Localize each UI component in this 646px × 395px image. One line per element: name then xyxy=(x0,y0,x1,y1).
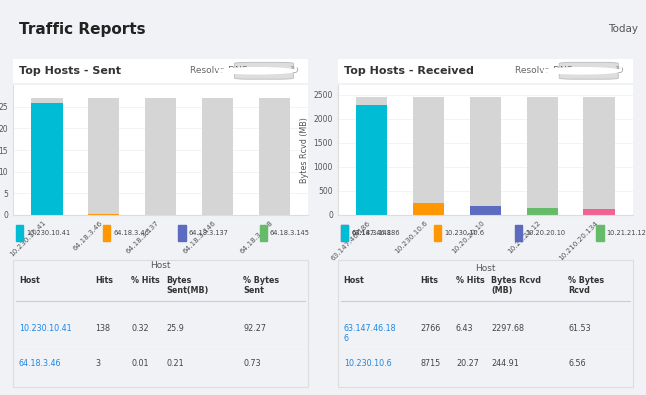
Text: 10.20.20.10: 10.20.20.10 xyxy=(525,230,565,236)
Text: 20.27: 20.27 xyxy=(456,359,479,368)
Bar xyxy=(178,225,185,241)
Text: 138: 138 xyxy=(96,324,110,333)
Text: 6.56: 6.56 xyxy=(568,359,586,368)
Bar xyxy=(470,97,501,206)
Bar xyxy=(526,97,558,208)
X-axis label: Host: Host xyxy=(151,261,171,270)
Text: Hits: Hits xyxy=(421,276,439,285)
Text: Resolve DNS: Resolve DNS xyxy=(515,66,572,75)
Text: 3: 3 xyxy=(96,359,101,368)
Text: 61.53: 61.53 xyxy=(568,324,590,333)
Bar xyxy=(356,97,388,105)
Text: 0.01: 0.01 xyxy=(131,359,149,368)
Text: 92.27: 92.27 xyxy=(244,324,266,333)
Text: 10.230.10.6: 10.230.10.6 xyxy=(444,230,484,236)
Circle shape xyxy=(218,68,295,74)
Bar xyxy=(260,225,267,241)
Bar xyxy=(88,98,120,214)
Bar xyxy=(413,97,444,203)
Text: 25.9: 25.9 xyxy=(167,324,184,333)
Bar xyxy=(340,225,348,241)
Bar xyxy=(413,203,444,215)
Bar xyxy=(258,98,290,215)
Text: 2297.68: 2297.68 xyxy=(492,324,525,333)
Bar xyxy=(103,225,110,241)
Text: 0.21: 0.21 xyxy=(167,359,184,368)
Text: 6.43: 6.43 xyxy=(456,324,474,333)
Bar xyxy=(145,98,176,215)
Bar xyxy=(16,225,23,241)
Text: Top Hosts - Sent: Top Hosts - Sent xyxy=(19,66,121,76)
Text: 10.230.10.6: 10.230.10.6 xyxy=(344,359,391,368)
Text: 2766: 2766 xyxy=(421,324,441,333)
Text: 0.32: 0.32 xyxy=(131,324,149,333)
Y-axis label: Bytes Rcvd (MB): Bytes Rcvd (MB) xyxy=(300,117,309,183)
Bar xyxy=(583,209,614,215)
Text: 64.18.3.148: 64.18.3.148 xyxy=(351,230,391,236)
Text: 63.147.46.186: 63.147.46.186 xyxy=(351,230,400,236)
Text: % Hits: % Hits xyxy=(131,276,160,285)
Bar xyxy=(32,98,63,103)
Bar xyxy=(470,206,501,215)
FancyBboxPatch shape xyxy=(559,62,618,79)
Text: % Bytes
Rcvd: % Bytes Rcvd xyxy=(568,276,604,295)
Circle shape xyxy=(543,68,620,74)
Bar xyxy=(526,208,558,215)
Text: 0.73: 0.73 xyxy=(244,359,261,368)
Text: 64.18.3.46: 64.18.3.46 xyxy=(113,230,149,236)
FancyBboxPatch shape xyxy=(234,62,293,79)
Bar xyxy=(202,98,233,215)
Text: 64.18.3.145: 64.18.3.145 xyxy=(270,230,310,236)
Text: Bytes
Sent(MB): Bytes Sent(MB) xyxy=(167,276,209,295)
Text: 10.230.10.41: 10.230.10.41 xyxy=(26,230,70,236)
Text: 10.21.21.12: 10.21.21.12 xyxy=(607,230,646,236)
Text: 8715: 8715 xyxy=(421,359,441,368)
Text: 64.18.3.46: 64.18.3.46 xyxy=(19,359,61,368)
Text: Hits: Hits xyxy=(96,276,114,285)
Text: Top Hosts - Received: Top Hosts - Received xyxy=(344,66,474,76)
Text: Today: Today xyxy=(609,24,638,34)
Bar xyxy=(88,214,120,215)
X-axis label: Host: Host xyxy=(475,264,495,273)
Text: % Bytes
Sent: % Bytes Sent xyxy=(244,276,279,295)
Bar xyxy=(596,225,603,241)
Text: % Hits: % Hits xyxy=(456,276,484,285)
Text: Host: Host xyxy=(19,276,39,285)
Bar xyxy=(515,225,523,241)
Text: Host: Host xyxy=(344,276,364,285)
Text: 63.147.46.18
6: 63.147.46.18 6 xyxy=(344,324,396,343)
Bar xyxy=(433,225,441,241)
Text: ↻: ↻ xyxy=(614,66,623,76)
Text: ↻: ↻ xyxy=(289,66,298,76)
Text: 244.91: 244.91 xyxy=(492,359,519,368)
Bar xyxy=(32,103,63,215)
Bar xyxy=(583,97,614,209)
Bar xyxy=(340,225,348,241)
Text: 10.230.10.41: 10.230.10.41 xyxy=(19,324,72,333)
Text: 64.18.3.137: 64.18.3.137 xyxy=(189,230,229,236)
Text: Resolve DNS: Resolve DNS xyxy=(190,66,247,75)
Text: Bytes Rcvd
(MB): Bytes Rcvd (MB) xyxy=(492,276,541,295)
Bar xyxy=(356,105,388,215)
Text: Traffic Reports: Traffic Reports xyxy=(19,22,146,37)
